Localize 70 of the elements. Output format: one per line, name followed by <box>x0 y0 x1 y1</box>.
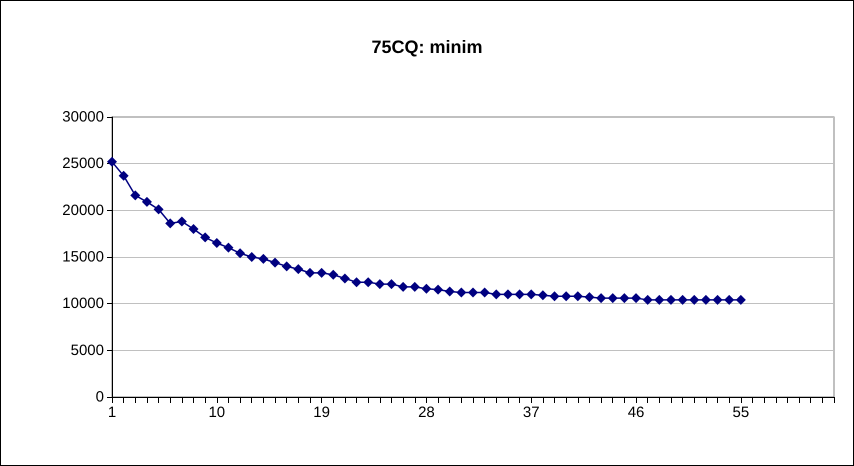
point <box>421 284 432 294</box>
x-tick-label: 37 <box>522 404 540 421</box>
y-tick-label: 20000 <box>62 202 104 219</box>
point <box>689 294 700 305</box>
point <box>154 204 164 214</box>
point <box>631 293 642 304</box>
point <box>130 190 140 200</box>
x-tick-label: 1 <box>108 404 116 421</box>
point <box>642 294 653 305</box>
point <box>491 289 502 300</box>
point <box>235 248 246 258</box>
x-tick-label: 19 <box>313 404 330 421</box>
point <box>608 293 618 304</box>
point <box>363 277 374 288</box>
point <box>444 286 455 297</box>
point <box>176 216 187 227</box>
point <box>165 218 176 228</box>
point <box>572 291 583 302</box>
point <box>538 290 548 300</box>
point <box>502 289 513 300</box>
point <box>398 282 408 292</box>
point <box>316 268 327 278</box>
point <box>700 294 711 305</box>
y-tick-label: 10000 <box>62 295 104 312</box>
x-tick-label: 55 <box>732 404 750 421</box>
point <box>212 238 222 248</box>
y-tick-label: 0 <box>96 388 104 406</box>
point <box>666 294 676 305</box>
point <box>258 254 268 264</box>
point <box>619 293 630 304</box>
point <box>304 268 315 278</box>
y-tick-label: 30000 <box>62 108 104 126</box>
point <box>561 291 572 302</box>
point <box>678 294 688 305</box>
point <box>374 279 385 290</box>
x-tick-label: 46 <box>628 404 644 421</box>
point <box>468 287 478 298</box>
point <box>340 273 350 284</box>
point <box>456 287 466 298</box>
y-tick-label: 25000 <box>62 155 104 172</box>
point <box>188 224 199 234</box>
point <box>352 277 362 288</box>
point <box>736 294 746 305</box>
point <box>433 284 444 295</box>
y-tick-label: 5000 <box>70 342 104 359</box>
point <box>282 261 292 272</box>
point <box>328 270 338 280</box>
y-tick-label: 15000 <box>62 248 104 266</box>
point <box>386 279 396 290</box>
point <box>223 242 234 253</box>
x-tick-label: 10 <box>208 404 226 421</box>
chart-title: 75CQ: minim <box>371 37 483 57</box>
point <box>550 291 560 302</box>
point <box>200 232 210 242</box>
point <box>118 170 129 181</box>
point <box>724 294 734 305</box>
point <box>712 294 723 305</box>
point <box>410 282 420 292</box>
point <box>526 289 536 300</box>
point <box>596 293 606 304</box>
point <box>654 294 664 305</box>
point <box>514 289 525 300</box>
point <box>584 292 594 302</box>
x-tick-label: 28 <box>418 404 435 421</box>
point <box>107 156 117 167</box>
point <box>293 264 304 274</box>
point <box>270 258 280 268</box>
point <box>246 252 257 262</box>
point <box>142 196 152 207</box>
point <box>480 287 490 298</box>
